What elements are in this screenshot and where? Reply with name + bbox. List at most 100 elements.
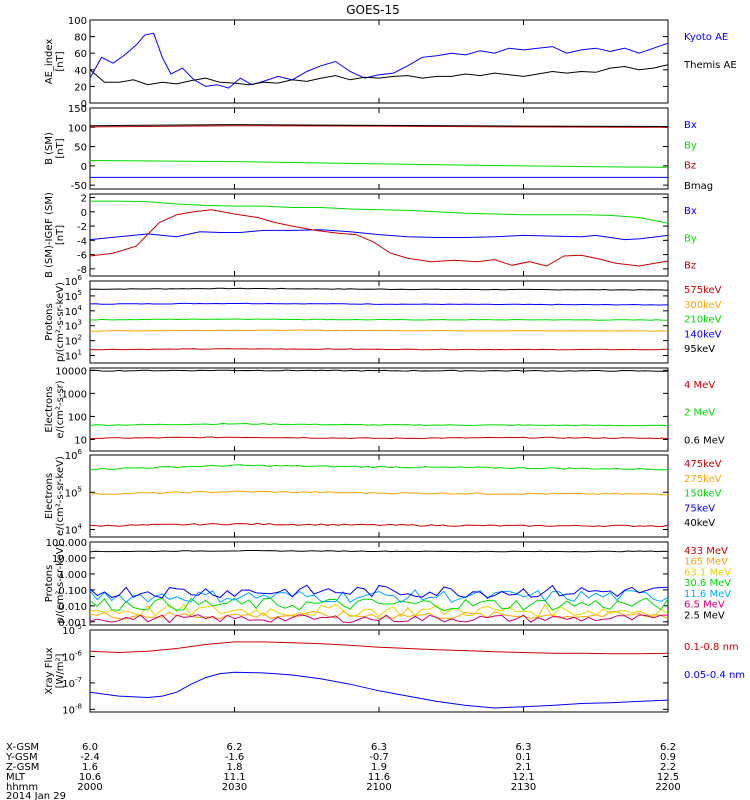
legend-label: Kyoto AE [684,32,728,43]
legend-label: 275keV [684,474,722,485]
series-line-2-mev [89,422,669,427]
series-line-210kev [89,318,669,321]
y-tick-label: 20 [74,82,87,93]
y-tick-label: 0.010 [58,602,87,613]
y-tick-exponent: -5 [75,623,82,631]
footer-row-label: MLT [6,772,26,783]
legend-label: Bz [684,161,696,172]
legend-label: Bmag [684,181,713,192]
panel-frame [89,541,669,626]
footer-value: -0.7 [369,752,389,763]
y-tick-label: 106 [65,274,83,288]
series-line-165-mev [89,610,669,620]
legend-label: By [684,140,697,151]
y-tick-label: 100 [68,412,87,423]
footer-value: 0.9 [660,752,676,763]
footer-row-label: 2014 Jan 29 [6,791,66,800]
y-tick-label: 0 [81,99,87,110]
y-tick-exponent: -7 [75,676,82,684]
footer-value: 12.1 [512,772,534,783]
footer-value: 2030 [222,782,247,793]
panel-1: 0 20 40 60 80 100 AE_index [nT] Kyoto AE Themis A… [44,16,737,110]
series-line-300kev [89,302,669,306]
y-tick-label: 100 [68,123,87,134]
legend-label: Bx [684,120,697,131]
legend-label: 150keV [684,489,722,500]
y-axis-label: p/(cm²-s-sr-keV) [55,282,66,362]
footer-value: -2.4 [80,752,100,763]
legend-label: 11.6 MeV [684,589,731,600]
footer-value: 6.2 [660,742,676,753]
footer-value: 2.2 [660,762,676,773]
series-line-kyoto-ae [89,32,669,89]
footer-value: 6.3 [516,742,532,753]
series-line-150kev [89,464,669,471]
series-line-by [90,200,669,224]
legend-label: 475keV [684,459,722,470]
y-tick-exponent: 4 [78,304,83,312]
y-axis-label: [nT] [55,51,66,71]
legend-label: 2.5 MeV [684,610,725,621]
y-tick-label: 104 [65,304,83,318]
footer-value: 11.6 [368,772,390,783]
legend-label: 140keV [684,329,722,340]
footer-value: 1.9 [371,762,387,773]
y-tick-label: 0 [81,208,87,219]
y-axis-label: e/(cm²-s-sr) [55,380,66,438]
footer-value: -1.6 [225,752,245,763]
footer-value: 10.6 [79,772,101,783]
footer-row-label: X-GSM [6,742,39,753]
y-tick-exponent: 2 [78,334,82,342]
footer-row-label: Y-GSM [5,752,38,763]
y-axis-label: B (SM) [44,132,55,165]
series-line-by [89,160,669,168]
y-tick-label: 0.001 [58,618,87,629]
y-tick-label: 1000 [62,389,87,400]
footer-row-label: hhmm [6,782,38,793]
y-tick-label: 105 [65,289,82,303]
y-axis-label: e/(cm²-s-sr-keV) [55,456,66,536]
footer-value: 2000 [77,782,102,793]
series-line-95kev [89,348,668,351]
footer-value: 6.3 [371,742,387,753]
legend-label: 0.6 MeV [684,435,725,446]
y-axis-label: Protons [44,565,55,602]
y-tick-label: 10000 [55,366,87,377]
legend-label: By [684,233,697,244]
panel-frame [89,19,669,104]
y-tick-label: 60 [74,49,87,60]
legend-label: 0.05-0.4 nm [684,670,745,681]
series-line-0-1-0-8-nm [89,641,669,655]
footer-value: 0.1 [516,752,532,763]
series-line-140kev [89,329,669,332]
legend-label: 210keV [684,315,722,326]
y-tick-label: 0.100 [58,586,87,597]
y-tick-label: 104 [65,523,83,537]
panel-frame [89,107,669,190]
series-line-themis-ae [89,64,669,86]
y-tick-exponent: -8 [75,702,82,710]
panel-7: 0.001 0.010 0.100 1.000 10.000 100.000 Protons… [44,538,731,629]
legend-label: 6.5 MeV [684,600,725,611]
y-tick-label: 150 [68,104,87,115]
legend-label: 95keV [684,344,715,355]
y-tick-label: 10.000 [52,554,87,565]
y-axis-label: Xray Flux [44,647,55,694]
legend-label: Themis AE [683,60,737,71]
footer-value: 1.6 [82,762,98,773]
series-line-bx [89,229,669,241]
y-tick-exponent: 1 [78,349,82,357]
legend-label: 165 MeV [684,557,728,568]
y-axis-label: Electrons [44,386,55,432]
footer-value: 6.2 [227,742,243,753]
y-tick-label: 80 [74,33,87,44]
y-tick-exponent: -6 [75,649,83,657]
series-line-575kev [89,287,669,291]
panel-3: -8 -6 -4 -2 0 2 B (SM)-IGRF (SM) [nT] Bx By Bz [44,192,697,278]
series-line-6-5-mev [89,614,669,624]
legend-label: 2 MeV [684,408,715,419]
series-line-bmag [89,124,669,127]
y-tick-label: -50 [71,181,87,192]
